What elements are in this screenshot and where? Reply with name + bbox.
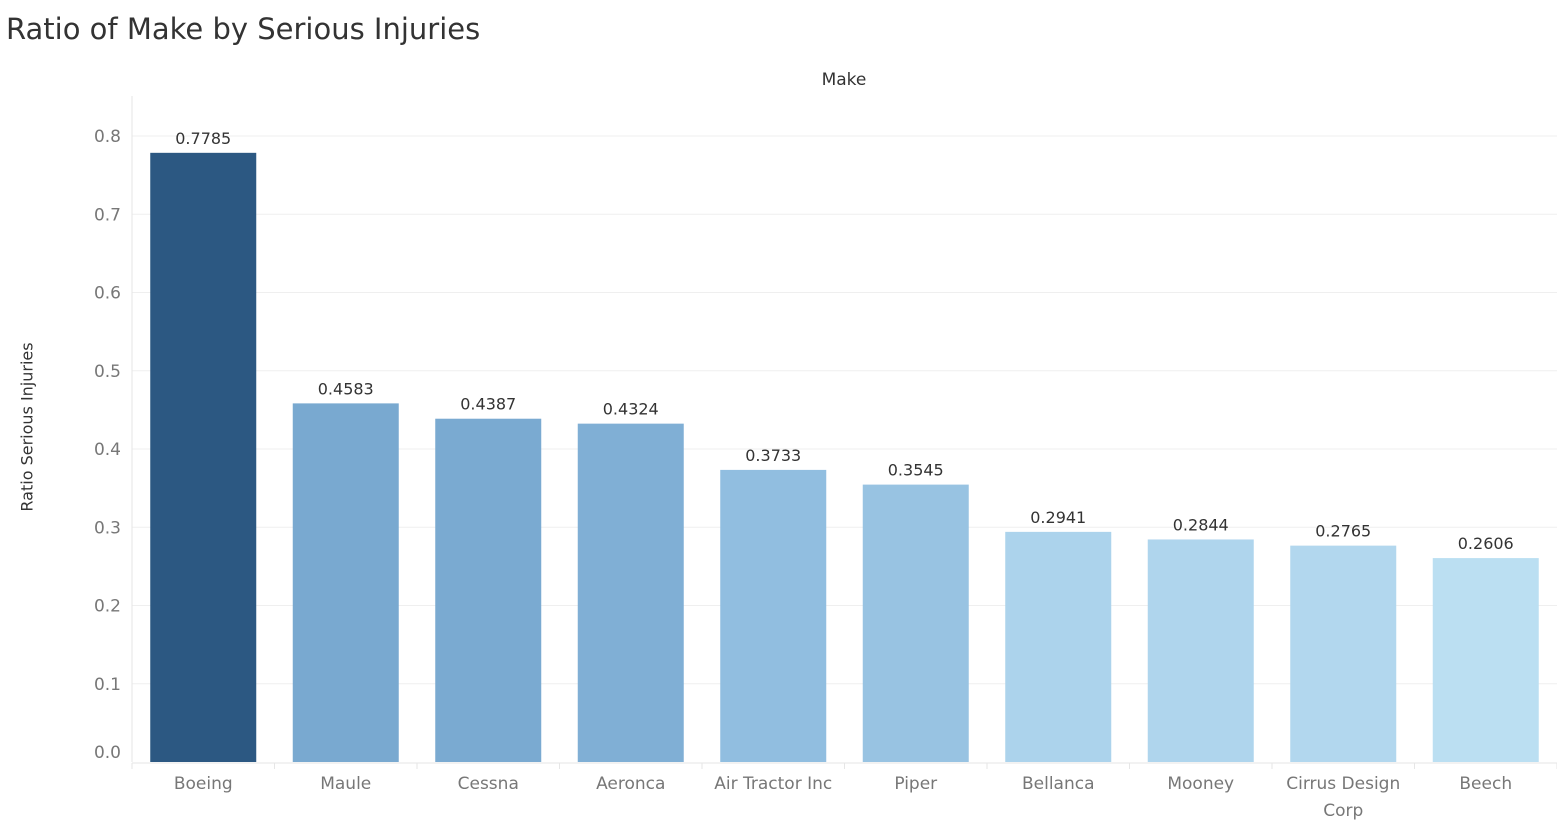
x-axis-labels: Boeing Maule Cessna Aeronca Air Tractor Inc P… [174, 774, 1512, 821]
data-label: 0.3545 [888, 461, 944, 480]
x-axis-title: Make [821, 70, 867, 90]
bar [1005, 531, 1112, 762]
data-label: 0.2606 [1458, 534, 1514, 553]
y-tick-label: 0.3 [94, 518, 121, 538]
bar [577, 423, 684, 762]
data-label: 0.4387 [460, 395, 516, 414]
x-tick-label: Air Tractor Inc [714, 774, 832, 794]
data-label: 0.2844 [1173, 515, 1229, 534]
data-label: 0.3733 [745, 446, 801, 465]
bar [862, 484, 969, 762]
bar [292, 403, 399, 762]
data-label: 0.4324 [603, 400, 659, 419]
data-label: 0.4583 [318, 379, 374, 398]
bar [1432, 558, 1539, 762]
x-tick-label: Bellanca [1022, 774, 1095, 794]
y-tick-label: 0.4 [94, 440, 121, 460]
y-tick-label: 0.1 [94, 675, 121, 695]
bar [435, 418, 542, 762]
data-label: 0.7785 [175, 129, 231, 148]
x-tick-label: Beech [1459, 774, 1512, 794]
y-tick-label: 0.8 [94, 127, 121, 147]
x-tick-label: Maule [320, 774, 371, 794]
bar [150, 152, 257, 763]
y-tick-label: 0.0 [94, 743, 121, 763]
x-tick-label: Cirrus Design Corp [1286, 774, 1400, 821]
bars [150, 152, 1539, 763]
x-tick-label: Piper [894, 774, 937, 794]
bar [1147, 539, 1254, 762]
x-tick-label: Aeronca [596, 774, 665, 794]
y-axis-ticks: 0.0 0.1 0.2 0.3 0.4 0.5 0.6 0.7 0.8 [94, 127, 121, 763]
y-tick-label: 0.6 [94, 284, 121, 304]
chart-title: Ratio of Make by Serious Injuries [6, 12, 481, 46]
bar [720, 469, 827, 762]
bar [1290, 545, 1397, 762]
y-tick-label: 0.5 [94, 362, 121, 382]
x-tick-label: Mooney [1167, 774, 1234, 794]
data-labels: 0.7785 0.4583 0.4387 0.4324 0.3733 0.3545 0.29… [175, 129, 1513, 553]
data-label: 0.2765 [1315, 522, 1371, 541]
y-tick-label: 0.7 [94, 205, 121, 225]
x-tick-label: Boeing [174, 774, 233, 794]
data-label: 0.2941 [1030, 508, 1086, 527]
y-tick-label: 0.2 [94, 597, 121, 617]
axes [131, 96, 1557, 769]
x-tick-label: Cessna [458, 774, 519, 794]
